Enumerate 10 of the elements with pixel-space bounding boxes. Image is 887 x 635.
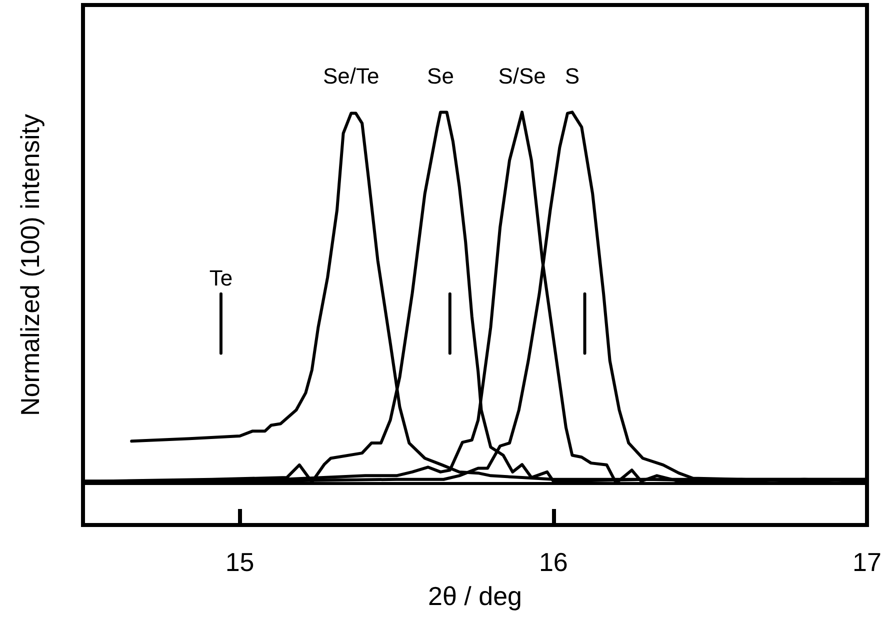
- y-axis-title: Normalized (100) intensity: [15, 114, 45, 416]
- series-label: Se: [427, 64, 454, 89]
- x-tick-label: 15: [225, 547, 254, 577]
- series-label: Te: [209, 265, 233, 290]
- series-label: Se/Te: [322, 64, 380, 89]
- x-tick-label: 17: [852, 547, 882, 577]
- series-label: S: [564, 64, 580, 89]
- x-tick-label: 16: [538, 547, 568, 577]
- series-label: S/Se: [498, 64, 546, 89]
- x-axis-title: 2θ / deg: [428, 581, 522, 611]
